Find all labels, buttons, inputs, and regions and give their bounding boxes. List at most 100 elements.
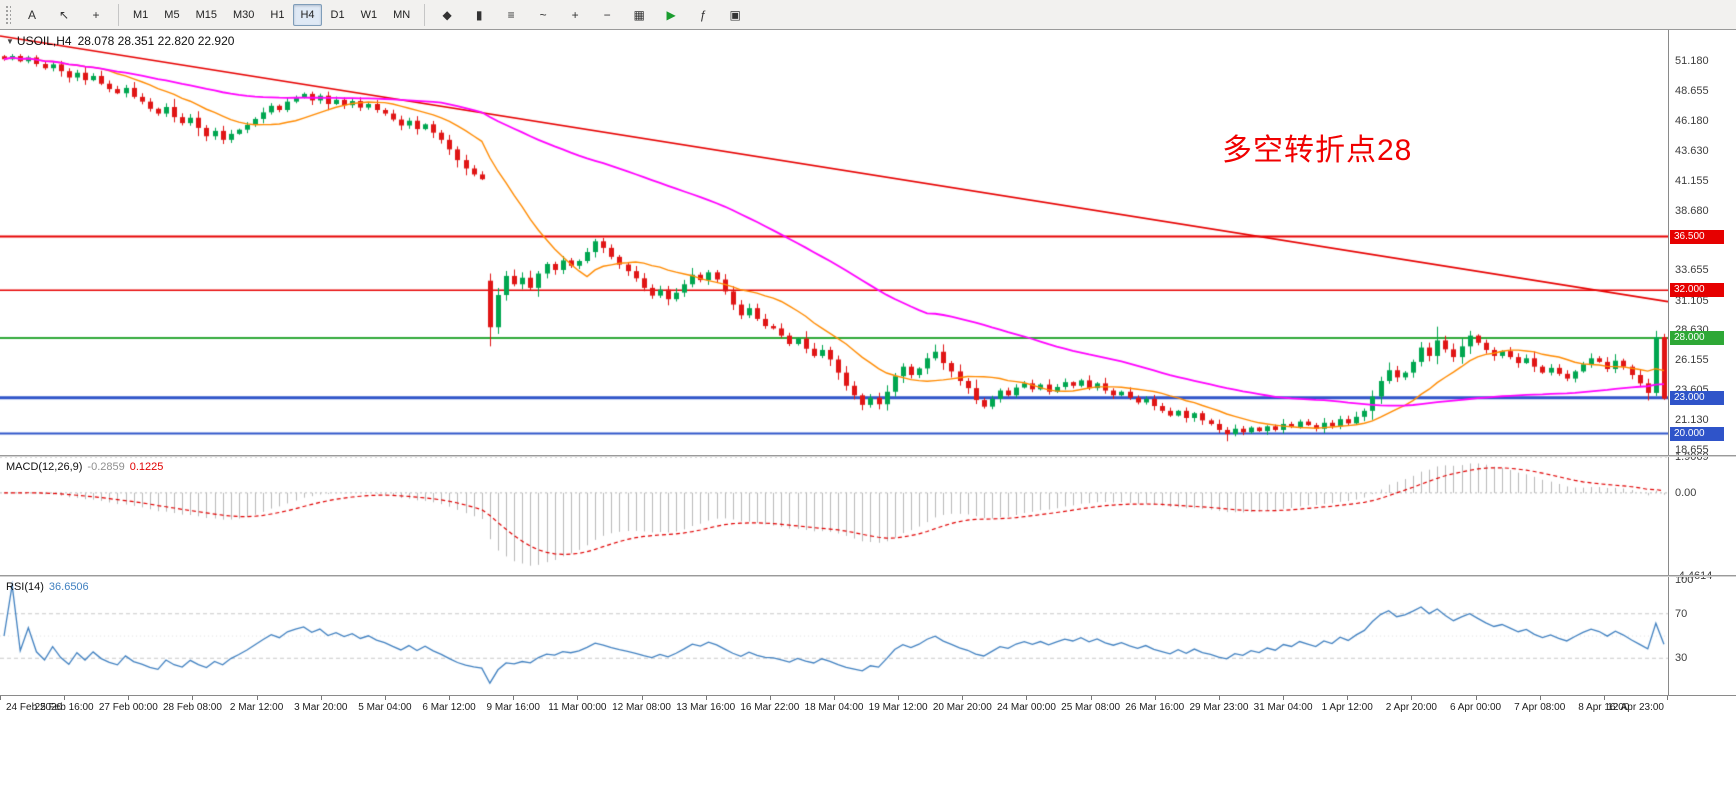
time-label: 2 Mar 12:00	[229, 702, 284, 713]
time-tick	[128, 696, 130, 700]
candle-chart-icon[interactable]: ▮	[475, 7, 483, 22]
cursor-icon[interactable]: ↖	[58, 7, 70, 22]
time-label: 20 Mar 20:00	[932, 702, 992, 713]
rsi-tick-label: 100	[1675, 574, 1694, 587]
macd-signal-value: 0.1225	[129, 461, 164, 473]
time-tick	[1667, 696, 1668, 700]
toolbar-separator	[424, 3, 426, 26]
timeframe-button-m1[interactable]: M1	[133, 8, 149, 21]
timeframe-button-h1[interactable]: H1	[270, 8, 285, 21]
time-tick	[1154, 696, 1156, 700]
window-lower-area	[0, 717, 1736, 795]
price-line-tag: 20.000	[1670, 426, 1724, 441]
price-tick-label: 38.680	[1675, 204, 1709, 217]
line-chart-icon[interactable]: ~	[539, 7, 547, 22]
timeframe-button-h4[interactable]: H4	[293, 3, 322, 26]
time-label: 16 Mar 22:00	[740, 702, 800, 713]
zoom-in-icon[interactable]: +	[571, 7, 579, 22]
time-tick	[641, 696, 643, 700]
macd-canvas[interactable]	[0, 457, 1668, 575]
rsi-value: 36.6506	[48, 581, 89, 593]
time-label: 13 Mar 16:00	[676, 702, 736, 713]
price-line-tag: 23.000	[1670, 390, 1724, 405]
macd-tick-label: 0.00	[1675, 486, 1697, 499]
auto-trading-icon[interactable]: ▶	[666, 7, 676, 22]
chart-tools-group: ◆ ▮ ≡ ~ + − ▦ ▶ ƒ ▣	[431, 3, 751, 27]
time-tick	[1475, 696, 1477, 700]
price-tick-label: 21.130	[1675, 414, 1709, 427]
time-label: 6 Apr 00:00	[1449, 702, 1502, 713]
drawing-tools-group: A ↖ +	[16, 3, 112, 27]
price-tick-label: 41.155	[1675, 174, 1709, 187]
macd-name: MACD(12,26,9)	[6, 461, 83, 473]
toolbar-grip[interactable]	[5, 4, 11, 25]
price-axis[interactable]: 51.180 48.655 46.180 43.630 41.155 38.680 33.6…	[1668, 30, 1736, 695]
timeframe-group: M1 M5 M15 M30 H1 H4 D1 W1 MN	[125, 3, 418, 26]
time-tick	[1090, 696, 1092, 700]
time-label: 2 Apr 20:00	[1385, 702, 1437, 713]
zoom-out-icon[interactable]: −	[603, 7, 611, 22]
timeframe-button-mn[interactable]: MN	[393, 8, 411, 21]
chart-title: ▼ USOIL,H4 28.078 28.351 22.820 22.920	[6, 34, 234, 48]
rsi-tick-label: 30	[1675, 652, 1688, 665]
time-tick	[705, 696, 707, 700]
time-label: 18 Mar 04:00	[804, 702, 864, 713]
templates-icon[interactable]: ▣	[729, 7, 741, 22]
chart-window: ▼ USOIL,H4 28.078 28.351 22.820 22.920 多空转…	[0, 30, 1736, 795]
time-tick	[513, 696, 515, 700]
toolbar: A ↖ + M1 M5 M15 M30 H1 H4 D1 W1 MN ◆ ▮ ≡ ~ + − ▦ ▶ ƒ ▣	[0, 0, 1736, 30]
time-tick	[577, 696, 579, 700]
toolbar-separator	[118, 3, 119, 26]
time-tick	[1283, 696, 1285, 700]
time-tick	[256, 696, 258, 700]
price-tick-label: 18.655	[1675, 443, 1709, 456]
time-tick	[1603, 696, 1605, 700]
time-label: 9 Mar 16:00	[486, 702, 540, 713]
time-tick	[384, 696, 386, 700]
time-label: 31 Mar 04:00	[1253, 702, 1313, 713]
timeframe-button-m30[interactable]: M30	[232, 8, 255, 21]
price-tick-label: 26.155	[1675, 354, 1709, 367]
time-tick	[962, 696, 964, 700]
tile-windows-icon[interactable]: ▦	[633, 7, 645, 22]
pane-separator[interactable]	[0, 575, 1736, 577]
crosshair-icon[interactable]: +	[92, 7, 100, 22]
rsi-name: RSI(14)	[6, 581, 44, 593]
time-tick	[1026, 696, 1028, 700]
bar-chart-icon[interactable]: ≡	[507, 7, 515, 22]
time-label: 28 Feb 08:00	[162, 702, 222, 713]
time-tick	[449, 696, 451, 700]
timeframe-button-m15[interactable]: M15	[195, 8, 217, 21]
price-tick-label: 31.105	[1675, 294, 1709, 307]
text-tool-icon[interactable]: A	[27, 7, 36, 22]
chart-symbol-period: USOIL,H4	[16, 34, 72, 48]
time-tick	[64, 696, 66, 700]
time-tick	[1539, 696, 1541, 700]
indicators-icon[interactable]: ƒ	[699, 7, 707, 22]
time-label: 24 Feb 2020	[6, 702, 63, 713]
new-order-icon[interactable]: ◆	[442, 7, 452, 22]
price-tick-label: 46.180	[1675, 114, 1709, 127]
rsi-canvas[interactable]	[0, 577, 1668, 695]
main-chart-canvas[interactable]	[0, 30, 1668, 455]
time-label: 24 Mar 00:00	[996, 702, 1056, 713]
pane-separator[interactable]	[0, 455, 1736, 457]
price-tick-label: 51.180	[1675, 55, 1709, 68]
time-tick	[0, 696, 1, 700]
macd-label: MACD(12,26,9) -0.2859 0.1225	[6, 461, 163, 473]
timeframe-button-d1[interactable]: D1	[330, 8, 345, 21]
time-tick	[1218, 696, 1220, 700]
price-tick-label: 48.655	[1675, 85, 1709, 98]
time-label: 26 Mar 16:00	[1125, 702, 1185, 713]
time-tick	[320, 696, 322, 700]
time-label: 12 Apr 23:00	[1607, 702, 1664, 713]
timeframe-button-w1[interactable]: W1	[360, 8, 378, 21]
time-axis[interactable]: 24 Feb 2020 25 Feb 16:00 27 Feb 00:00 28 Fe…	[0, 695, 1736, 717]
symbol-dropdown-icon[interactable]: ▼	[6, 37, 14, 46]
time-label: 29 Mar 23:00	[1189, 702, 1249, 713]
price-line-tag: 36.500	[1670, 229, 1724, 244]
time-label: 3 Mar 20:00	[294, 702, 348, 713]
timeframe-button-m5[interactable]: M5	[164, 8, 180, 21]
time-label: 1 Apr 12:00	[1321, 702, 1373, 713]
